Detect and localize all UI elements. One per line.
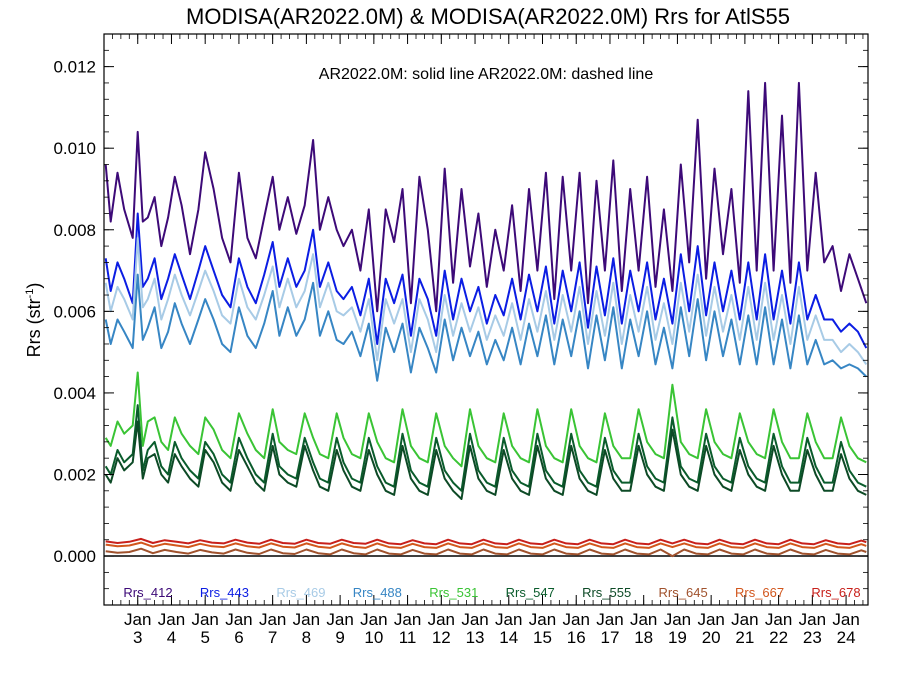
x-tick-month: Jan	[158, 610, 185, 629]
x-tick-month: Jan	[596, 610, 623, 629]
x-tick-month: Jan	[731, 610, 758, 629]
x-tick-month: Jan	[293, 610, 320, 629]
legend-entry-rrs-443: Rrs_443	[200, 585, 249, 600]
x-tick-year: 19	[668, 628, 687, 647]
x-tick-year: 3	[133, 628, 142, 647]
y-tick-label: 0.012	[53, 58, 96, 77]
y-axis-label-close: )	[24, 283, 44, 289]
x-tick-year: 7	[268, 628, 277, 647]
legend-entry-rrs-555: Rrs_555	[582, 585, 631, 600]
series-line-rrs-547	[104, 404, 867, 492]
x-tick-month: Jan	[664, 610, 691, 629]
series-line-rrs-443	[104, 212, 868, 349]
x-tick-month: Jan	[832, 610, 859, 629]
x-tick-month: Jan	[630, 610, 657, 629]
series-line-rrs-678	[105, 537, 867, 546]
x-tick-year: 12	[432, 628, 451, 647]
y-tick-label: 0.006	[53, 302, 96, 321]
x-tick-month: Jan	[225, 610, 252, 629]
x-tick-month: Jan	[259, 610, 286, 629]
series-line-rrs-469	[104, 236, 868, 365]
x-tick-month: Jan	[191, 610, 218, 629]
x-tick-year: 21	[735, 628, 754, 647]
legend-entry-rrs-678: Rrs_678	[811, 585, 860, 600]
chart-title: MODISA(AR2022.0M) & MODISA(AR2022.0M) Rr…	[186, 4, 790, 29]
x-tick-month: Jan	[124, 610, 151, 629]
x-tick-year: 4	[167, 628, 176, 647]
series-line-rrs-488	[104, 273, 867, 382]
y-tick-label: 0.010	[53, 139, 96, 158]
legend-entry-rrs-469: Rrs_469	[276, 585, 325, 600]
x-tick-year: 18	[634, 628, 653, 647]
x-tick-year: 6	[234, 628, 243, 647]
x-tick-month: Jan	[697, 610, 724, 629]
x-tick-month: Jan	[428, 610, 455, 629]
y-axis-label-text: Rrs (str	[24, 298, 44, 357]
x-tick-year: 23	[803, 628, 822, 647]
x-tick-year: 11	[399, 628, 417, 647]
legend-entry-rrs-488: Rrs_488	[353, 585, 402, 600]
x-tick-year: 24	[837, 628, 856, 647]
x-tick-month: Jan	[495, 610, 522, 629]
plot-frame	[103, 33, 869, 606]
x-tick-year: 17	[600, 628, 619, 647]
y-tick-label: 0.002	[53, 465, 96, 484]
x-tick-month: Jan	[360, 610, 387, 629]
legend-entry-rrs-531: Rrs_531	[429, 585, 478, 600]
x-tick-year: 16	[567, 628, 586, 647]
x-tick-year: 15	[533, 628, 552, 647]
plot-area	[104, 81, 868, 558]
y-tick-label: 0.004	[53, 384, 96, 403]
legend-entry-rrs-645: Rrs_645	[659, 585, 708, 600]
legend: Rrs_412 Rrs_443 Rrs_469 Rrs_488 Rrs_531 Rrs_5…	[123, 585, 860, 600]
legend-entry-rrs-412: Rrs_412	[123, 585, 172, 600]
x-tick-month: Jan	[563, 610, 590, 629]
line-style-annotation: AR2022.0M: solid line AR2022.0M: dashed …	[319, 66, 654, 83]
axes: 0.0000.0020.0040.0060.0080.0100.012Jan3J…	[53, 33, 868, 647]
y-axis-label: Rrs (str-1)	[24, 283, 44, 358]
series-line-rrs-412	[104, 81, 868, 313]
series-line-rrs-555	[104, 420, 867, 500]
x-tick-month: Jan	[326, 610, 353, 629]
series-line-rrs-645	[105, 547, 867, 558]
x-tick-year: 8	[302, 628, 311, 647]
x-tick-year: 22	[769, 628, 788, 647]
x-tick-year: 13	[466, 628, 485, 647]
y-tick-label: 0.000	[53, 547, 96, 566]
x-tick-year: 5	[200, 628, 209, 647]
x-tick-month: Jan	[799, 610, 826, 629]
x-tick-month: Jan	[394, 610, 421, 629]
x-tick-year: 10	[364, 628, 383, 647]
series-line-rrs-531	[104, 371, 867, 468]
x-tick-year: 9	[335, 628, 344, 647]
x-tick-month: Jan	[765, 610, 792, 629]
x-tick-year: 20	[702, 628, 721, 647]
x-tick-year: 14	[499, 628, 518, 647]
y-tick-label: 0.008	[53, 221, 96, 240]
series-line-rrs-667	[105, 541, 867, 549]
x-tick-month: Jan	[529, 610, 556, 629]
y-axis-label-superscript: -1	[24, 289, 36, 299]
legend-entry-rrs-667: Rrs_667	[735, 585, 784, 600]
x-tick-month: Jan	[461, 610, 488, 629]
legend-entry-rrs-547: Rrs_547	[506, 585, 555, 600]
